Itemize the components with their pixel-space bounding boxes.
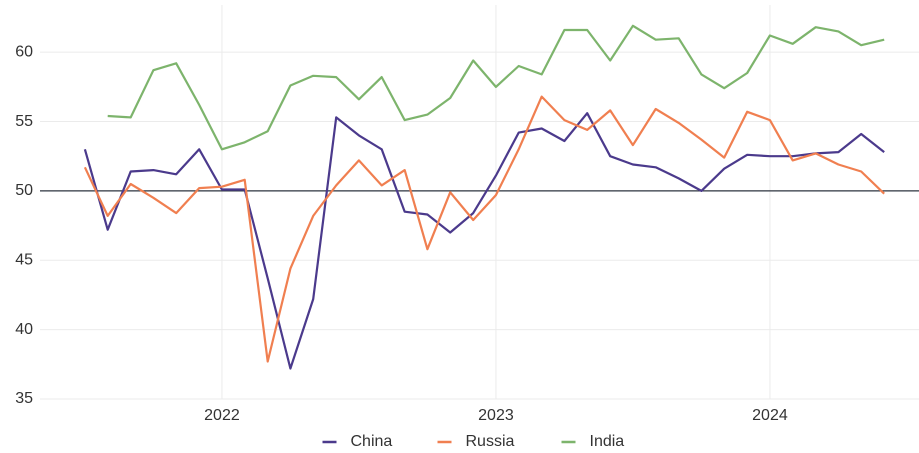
- y-tick-label: 60: [15, 43, 33, 60]
- legend-label: India: [590, 433, 625, 450]
- y-tick-label: 40: [15, 321, 33, 338]
- series-line: [83, 112, 885, 370]
- x-tick-label: 2023: [478, 407, 514, 424]
- y-tick-label: 45: [15, 251, 33, 268]
- x-tick-label: 2024: [752, 407, 788, 424]
- y-tick-label: 55: [15, 113, 33, 130]
- y-tick-label: 35: [15, 390, 33, 407]
- series-line: [83, 95, 885, 363]
- x-tick-label: 2022: [204, 407, 240, 424]
- series-line: [107, 24, 885, 151]
- legend-label: Russia: [466, 433, 515, 450]
- legend-label: China: [351, 433, 393, 450]
- y-tick-label: 50: [15, 182, 33, 199]
